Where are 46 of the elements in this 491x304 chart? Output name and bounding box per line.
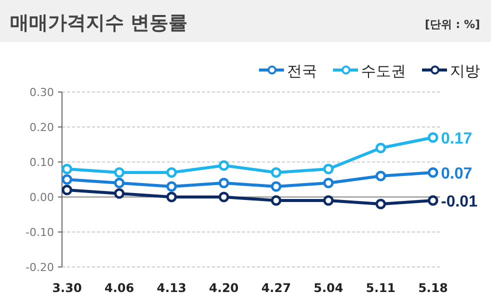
point — [323, 195, 334, 206]
point — [270, 181, 282, 192]
x-tick-label: 4.06 — [104, 281, 134, 295]
point — [375, 170, 386, 182]
point — [62, 164, 72, 174]
x-tick-label: 4.13 — [156, 281, 186, 295]
x-tick-label: 3.30 — [52, 281, 82, 295]
point — [218, 192, 230, 202]
y-tick-label: 0.10 — [30, 156, 54, 169]
point — [270, 167, 282, 178]
x-tick-label: 4.20 — [209, 281, 239, 295]
x-tick-label: 4.27 — [261, 281, 291, 295]
point — [375, 198, 386, 210]
legend-label: 전국 — [287, 62, 317, 80]
point — [114, 167, 125, 178]
point — [166, 181, 177, 192]
chart-title: 매매가격지수 변동률 — [10, 12, 188, 34]
point — [166, 167, 177, 178]
point — [323, 178, 334, 188]
point — [375, 142, 386, 154]
legend-label: 지방 — [450, 62, 480, 80]
x-tick-label: 5.18 — [418, 281, 448, 295]
point — [428, 167, 438, 178]
point — [166, 192, 177, 202]
point — [270, 195, 282, 206]
y-tick-label: 0.00 — [30, 191, 54, 204]
y-tick-label: -0.10 — [26, 226, 54, 239]
point — [218, 178, 230, 188]
data-label: 0.07 — [441, 166, 472, 182]
y-tick-label: 0.30 — [30, 86, 54, 99]
data-label: 0.17 — [441, 130, 472, 148]
x-tick-label: 5.04 — [314, 281, 344, 295]
point — [62, 184, 72, 196]
y-tick-label: 0.20 — [30, 121, 54, 134]
x-tick-label: 5.11 — [366, 281, 396, 295]
point — [114, 178, 125, 188]
point — [218, 160, 230, 171]
point — [62, 174, 72, 185]
point — [114, 188, 125, 199]
text: [단위 : %] — [424, 18, 480, 31]
point — [323, 164, 334, 174]
legend-label: 수도권 — [361, 62, 406, 80]
point — [428, 195, 438, 206]
data-label: -0.01 — [441, 194, 478, 210]
y-tick-label: -0.20 — [26, 261, 54, 274]
point — [428, 132, 438, 143]
